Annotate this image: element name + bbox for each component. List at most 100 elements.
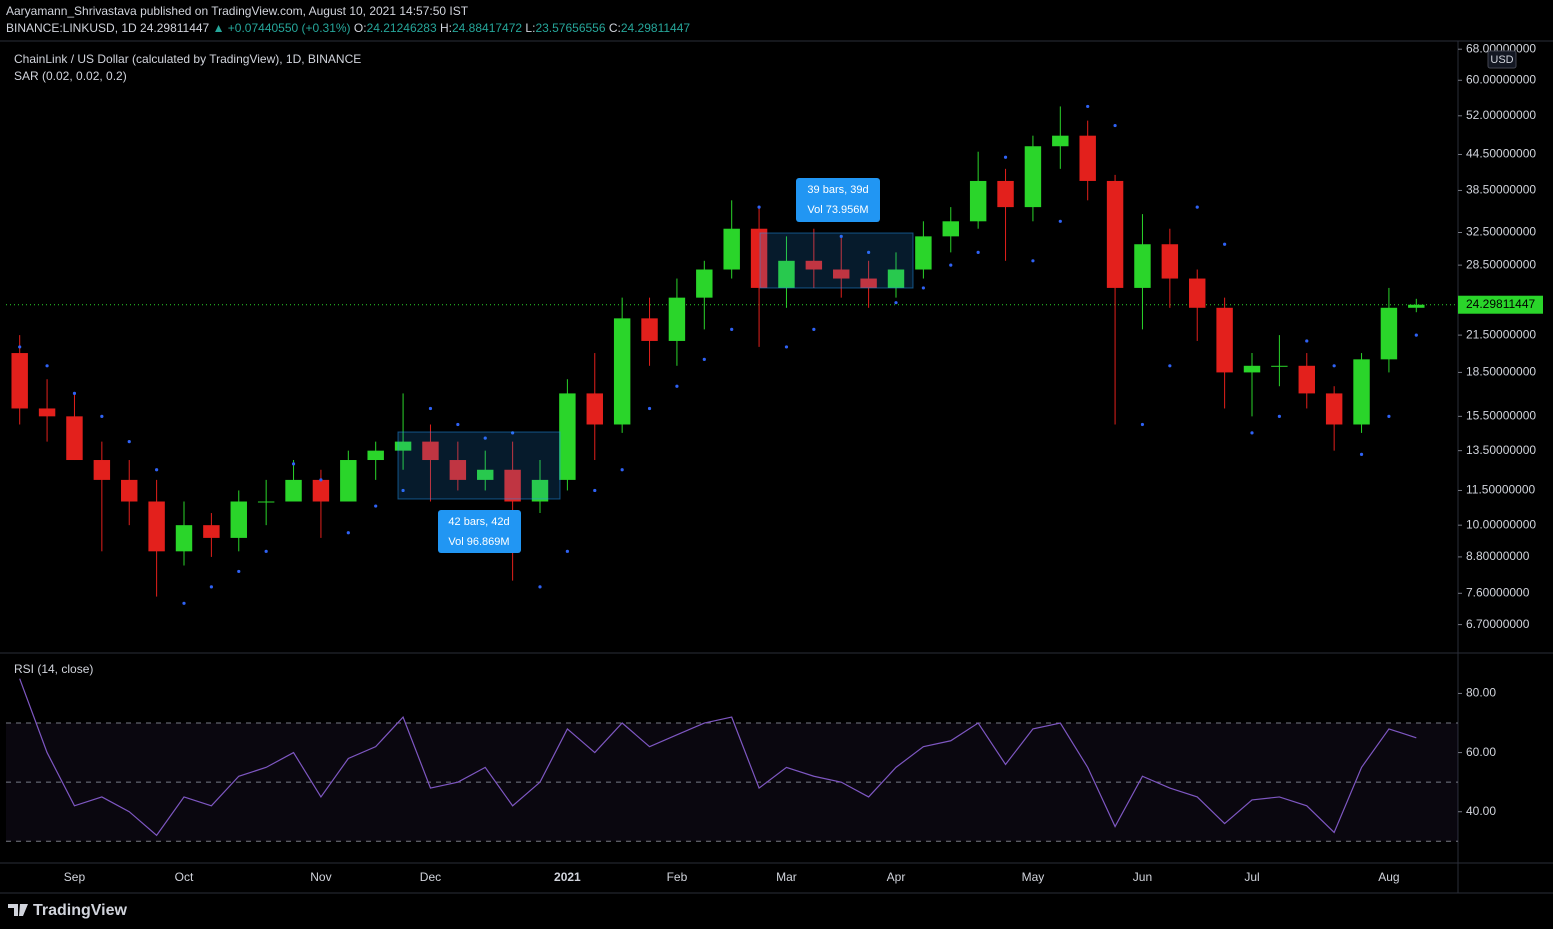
candle-body [696, 269, 713, 298]
y-tick-label: 40.00 [1466, 804, 1496, 818]
x-tick-label: Jul [1244, 870, 1259, 884]
sar-dot [1140, 422, 1145, 427]
y-tick-label: 52.00000000 [1466, 108, 1536, 122]
x-tick-label: May [1022, 870, 1045, 884]
y-tick-label: 11.50000000 [1466, 483, 1536, 497]
candle-body [1106, 180, 1124, 288]
sar-dot [18, 345, 22, 349]
x-tick-label: Mar [776, 870, 797, 884]
sar-dot [155, 468, 159, 472]
sar-dot [319, 478, 323, 482]
y-tick-label: 60.00 [1466, 745, 1496, 759]
candle-body [66, 416, 83, 461]
y-tick-label: 44.50000000 [1466, 147, 1536, 161]
sar-dot [72, 391, 77, 396]
candle-body [586, 393, 603, 425]
candle-body [942, 221, 959, 237]
sar-dot [1332, 364, 1336, 368]
y-tick-label: 21.50000000 [1466, 327, 1536, 341]
ohlc-label: L: [525, 21, 535, 35]
symbol-line: BINANCE:LINKUSD, 1D 24.29811447 ▲ +0.074… [6, 21, 690, 35]
last: 24.29811447 [140, 21, 210, 35]
currency: USD [1490, 54, 1513, 66]
candle-body [367, 450, 384, 461]
candle-body [641, 318, 658, 341]
sar-dot [593, 488, 597, 493]
x-tick-label: Sep [64, 870, 86, 884]
sar-dot [1250, 431, 1254, 435]
candle-body [1271, 365, 1288, 367]
annotation: Vol 96.869M [448, 536, 509, 548]
candle-body [1298, 365, 1315, 394]
candle-body [11, 353, 28, 409]
ohlc-label: H: [440, 21, 452, 35]
x-tick-label: Oct [175, 870, 194, 884]
candle-body [531, 479, 549, 502]
sar-dot [538, 585, 542, 589]
candle-body [1353, 359, 1370, 425]
logo-icon [8, 904, 28, 916]
candle-body [778, 260, 795, 288]
logo: TradingView [33, 902, 128, 919]
candle-body [969, 180, 987, 222]
candle-body [1189, 278, 1206, 308]
sar-dot [100, 414, 104, 418]
annotation: Vol 73.956M [807, 204, 868, 216]
sar-dot [784, 345, 789, 349]
sar-dot [867, 250, 871, 254]
range-box [759, 232, 914, 289]
candle-body [997, 180, 1014, 208]
candle-body [504, 469, 521, 502]
candle-body [175, 525, 193, 552]
annotation-box [796, 178, 880, 222]
candle-body [148, 501, 165, 552]
ohlc-value: 23.57656556 [535, 21, 605, 35]
candle-body [1024, 146, 1042, 208]
change: ▲ +0.07440550 (+0.31%) [213, 21, 351, 35]
x-tick-label: Jun [1133, 870, 1152, 884]
sar-dot [647, 406, 652, 411]
sar-dot [1058, 219, 1062, 223]
x-tick-label: 2021 [554, 870, 581, 884]
candle-body [559, 393, 576, 480]
ohlc-value: 24.88417472 [452, 21, 522, 35]
candle-body [1408, 304, 1425, 308]
candle-body [833, 269, 850, 279]
y-tick-label: 7.60000000 [1466, 585, 1530, 599]
annotation-box [438, 510, 521, 553]
candle-body [477, 469, 494, 480]
symbol: BINANCE:LINKUSD, 1D [6, 21, 137, 35]
sar-dot [757, 205, 761, 209]
sar-dot [921, 286, 925, 290]
sar-dot [620, 468, 624, 472]
publisher-line: Aaryamann_Shrivastava published on Tradi… [6, 4, 469, 18]
sar-dot [401, 488, 405, 493]
x-tick-label: Dec [420, 870, 441, 884]
candle-body [203, 525, 220, 538]
x-tick-label: Feb [667, 870, 688, 884]
candle-body [1380, 307, 1398, 360]
candle-body [613, 318, 631, 425]
sar-dot [894, 301, 898, 305]
sar-dot [291, 462, 296, 466]
candle-body [723, 228, 740, 270]
ohlc-label: O: [354, 21, 367, 35]
ohlc-label: C: [609, 21, 621, 35]
currency-badge [1487, 50, 1517, 69]
sar-dot [1223, 242, 1227, 246]
sar-dot [209, 585, 213, 589]
ohlc-value: 24.21246283 [367, 21, 437, 35]
candle-body [860, 278, 877, 288]
candle-body [1134, 244, 1151, 288]
sar-dot [949, 263, 953, 267]
y-tick-label: 18.50000000 [1466, 365, 1536, 379]
chart-title: ChainLink / US Dollar (calculated by Tra… [14, 52, 361, 66]
candle-body [121, 479, 138, 502]
y-tick-label: 10.00000000 [1466, 517, 1536, 531]
range-box [397, 431, 561, 500]
candle-body [312, 479, 330, 502]
sar-dot [1359, 452, 1364, 456]
sar-dot [374, 504, 378, 508]
y-tick-label: 28.50000000 [1466, 257, 1536, 271]
